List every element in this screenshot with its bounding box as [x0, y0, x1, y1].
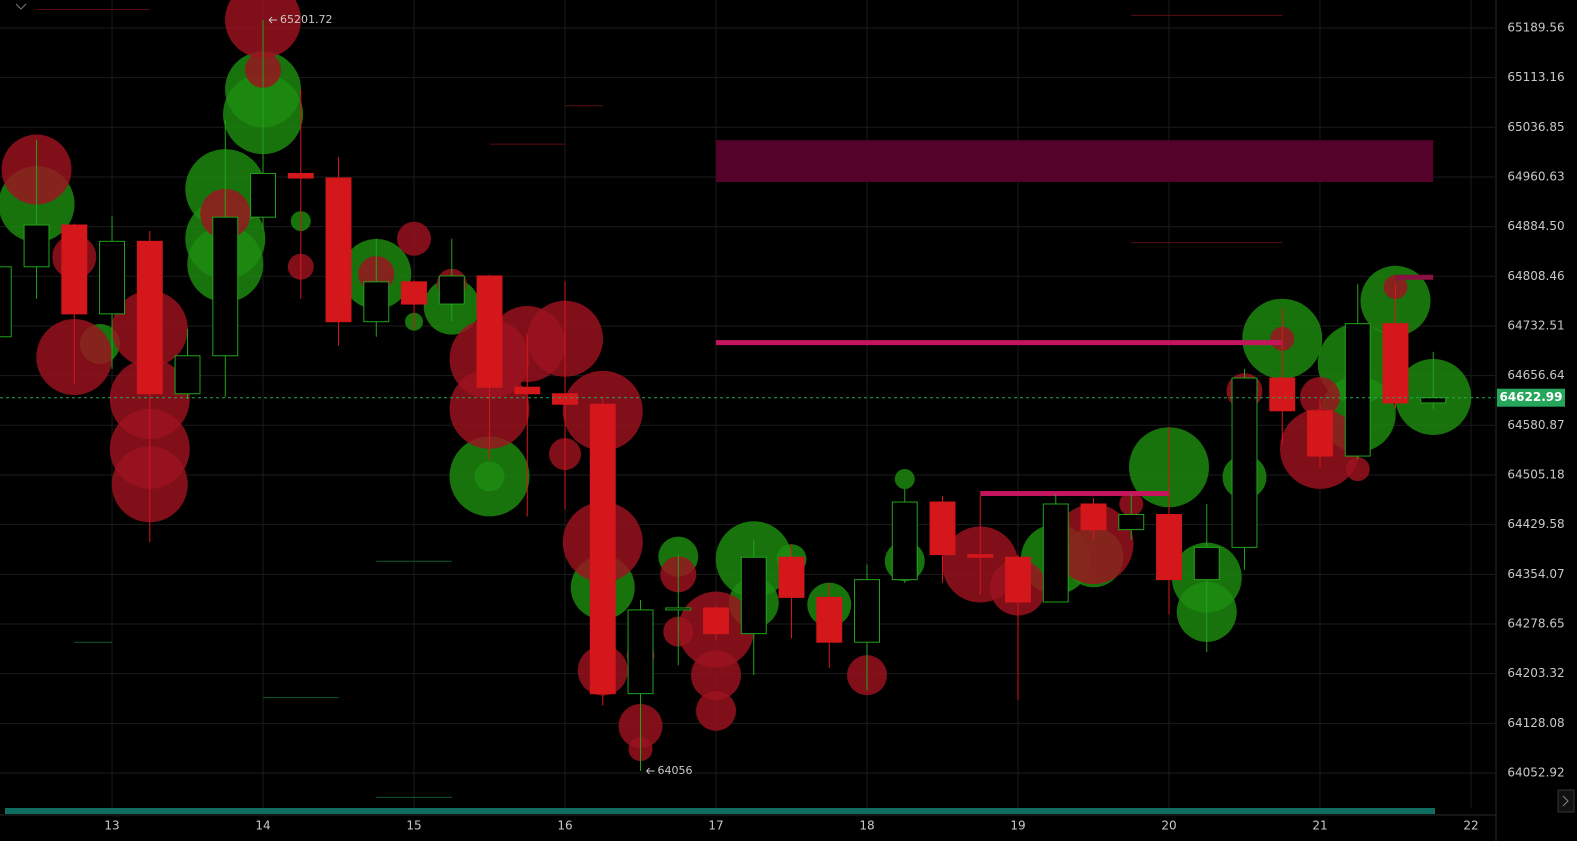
candle-body — [778, 556, 805, 598]
x-tick-label: 16 — [557, 819, 572, 833]
x-tick-label: 13 — [104, 819, 119, 833]
bubble — [691, 650, 742, 701]
x-tick-label: 20 — [1161, 819, 1176, 833]
x-tick-label: 22 — [1463, 819, 1478, 833]
x-tick-label: 15 — [406, 819, 421, 833]
candle-body — [552, 393, 578, 405]
y-tick-label: 64732.51 — [1507, 318, 1564, 332]
collapse-button[interactable] — [15, 3, 27, 10]
candle-body — [476, 275, 503, 388]
bubble — [1299, 377, 1340, 418]
candle-body — [967, 554, 994, 558]
candle-body — [854, 579, 880, 643]
y-tick-label: 65113.16 — [1507, 70, 1564, 84]
zone — [716, 140, 1434, 182]
annotation-arrow — [268, 16, 278, 24]
candle-body — [589, 403, 616, 695]
y-tick-label: 64580.87 — [1507, 418, 1564, 432]
candle-body — [1042, 503, 1069, 603]
time-bar — [5, 808, 1435, 814]
candle-body — [1307, 410, 1333, 457]
annotation-label: 64056 — [658, 764, 693, 777]
candle-body — [1420, 397, 1447, 404]
candle-body — [212, 216, 239, 357]
annotation-arrow — [646, 767, 655, 775]
candle-body — [99, 240, 125, 315]
candle-body — [1344, 323, 1371, 457]
candle-body — [816, 596, 843, 643]
bubble — [397, 221, 432, 256]
candle-body — [514, 386, 541, 395]
candle-body — [0, 266, 12, 338]
last-price-label: 64622.99 — [1499, 390, 1562, 404]
candle-body — [1005, 556, 1031, 603]
last-price-tag — [1497, 388, 1565, 407]
bubble — [696, 690, 737, 731]
candle-body — [61, 224, 88, 315]
scroll-button[interactable] — [1557, 789, 1575, 813]
candle-body — [401, 281, 427, 305]
y-tick-label: 64960.63 — [1507, 169, 1564, 183]
x-tick-label: 21 — [1312, 819, 1327, 833]
candle-body — [363, 281, 390, 323]
axes: 65189.56 65113.16 65036.85 64960.63 64884.50… — [104, 20, 1565, 833]
candle-body — [325, 177, 352, 323]
y-tick-label: 64128.08 — [1507, 716, 1564, 730]
candle-body — [438, 275, 465, 305]
candle-body — [1156, 514, 1182, 581]
candle-body — [136, 240, 163, 395]
bubble — [894, 469, 915, 490]
bubble — [1053, 504, 1134, 585]
candle-body — [1080, 503, 1107, 531]
scroll-icon — [1562, 795, 1569, 807]
y-tick-label: 64429.58 — [1507, 517, 1564, 531]
candle-body — [929, 501, 956, 556]
candle-body — [174, 355, 201, 395]
x-tick-label: 17 — [708, 819, 723, 833]
y-tick-label: 64884.50 — [1507, 219, 1564, 233]
candle-body — [740, 556, 767, 635]
candle-body — [703, 607, 729, 635]
plot-area: 65201.72 64056 — [0, 0, 1495, 798]
y-tick-label: 64505.18 — [1507, 467, 1564, 481]
candle-body — [1382, 323, 1409, 404]
candle-body — [627, 609, 654, 695]
candle-body — [1269, 377, 1296, 412]
x-tick-label: 14 — [255, 819, 270, 833]
y-tick-label: 64203.32 — [1507, 666, 1564, 680]
x-tick-label: 19 — [1010, 819, 1025, 833]
candle-body — [891, 501, 918, 581]
y-tick-label: 64354.07 — [1507, 567, 1564, 581]
y-tick-label: 65036.85 — [1507, 120, 1564, 134]
candle-body — [665, 607, 692, 611]
annotation-label: 65201.72 — [280, 13, 333, 26]
candle-body — [250, 172, 276, 218]
bubble — [1345, 457, 1370, 482]
y-tick-label: 64278.65 — [1507, 616, 1564, 630]
candle-body — [23, 224, 50, 268]
candle-body — [1118, 514, 1145, 531]
y-tick-label: 64656.64 — [1507, 368, 1564, 382]
y-tick-label: 65189.56 — [1507, 20, 1564, 34]
candle-body — [1231, 377, 1258, 548]
x-tick-label: 18 — [859, 819, 874, 833]
y-tick-label: 64052.92 — [1507, 765, 1564, 779]
y-tick-label: 64808.46 — [1507, 269, 1564, 283]
bubble — [474, 461, 505, 492]
candle-body — [1193, 546, 1220, 581]
candle-body — [287, 172, 314, 179]
